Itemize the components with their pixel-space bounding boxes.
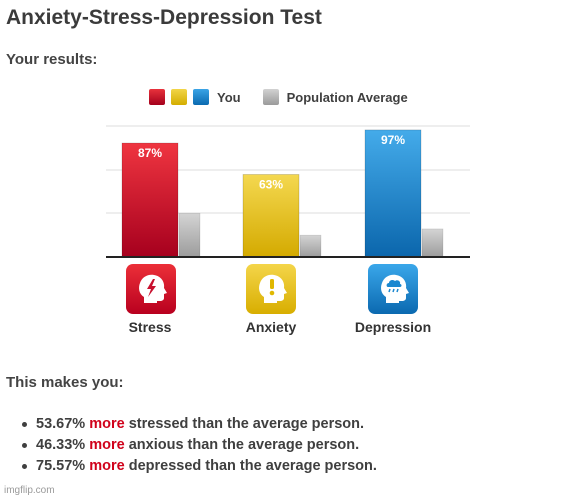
list-item: 46.33% more anxious than the average per…	[22, 435, 377, 456]
result-text: depressed than the average person.	[128, 458, 377, 474]
result-text: stressed than the average person.	[128, 416, 365, 432]
head-rain-cloud-icon	[368, 264, 418, 314]
data-label-stress: 87%	[138, 146, 162, 160]
legend-label-population: Population Average	[286, 89, 408, 105]
page-title: Anxiety-Stress-Depression Test	[6, 6, 322, 29]
head-lightning-icon	[126, 264, 176, 314]
result-text: anxious than the average person.	[128, 437, 360, 453]
bar-you-stress	[121, 142, 179, 258]
results-list: 53.67% more stressed than the average pe…	[22, 414, 377, 477]
legend-label-you: You	[217, 89, 241, 105]
result-value: 75.57%	[36, 458, 86, 474]
category-label-depression: Depression	[354, 319, 432, 335]
bar-population-anxiety	[299, 234, 322, 258]
result-more: more	[89, 416, 125, 432]
legend-swatch-population	[262, 89, 279, 105]
makes-you-heading: This makes you:	[6, 374, 124, 391]
legend-swatch-stress	[149, 89, 165, 105]
bar-population-stress	[178, 213, 201, 258]
results-subtitle: Your results:	[6, 51, 98, 68]
bar-you-depression	[364, 129, 422, 258]
head-exclamation-icon	[246, 264, 296, 314]
category-label-anxiety: Anxiety	[245, 319, 297, 335]
bar-chart: 87% 63% 97%	[106, 125, 470, 258]
watermark: imgflip.com	[4, 485, 55, 496]
category-label-stress: Stress	[128, 319, 172, 335]
legend-swatch-anxiety	[171, 89, 187, 105]
legend-swatch-depression	[193, 89, 209, 105]
bar-you-anxiety	[242, 174, 300, 258]
list-item: 53.67% more stressed than the average pe…	[22, 414, 377, 435]
list-item: 75.57% more depressed than the average p…	[22, 456, 377, 477]
bar-population-depression	[421, 228, 444, 258]
result-more: more	[89, 437, 125, 453]
result-value: 53.67%	[36, 416, 86, 432]
data-label-anxiety: 63%	[259, 177, 283, 191]
data-label-depression: 97%	[381, 133, 405, 147]
result-value: 46.33%	[36, 437, 86, 453]
result-more: more	[89, 458, 125, 474]
chart-legend: You Population Average	[149, 87, 408, 107]
